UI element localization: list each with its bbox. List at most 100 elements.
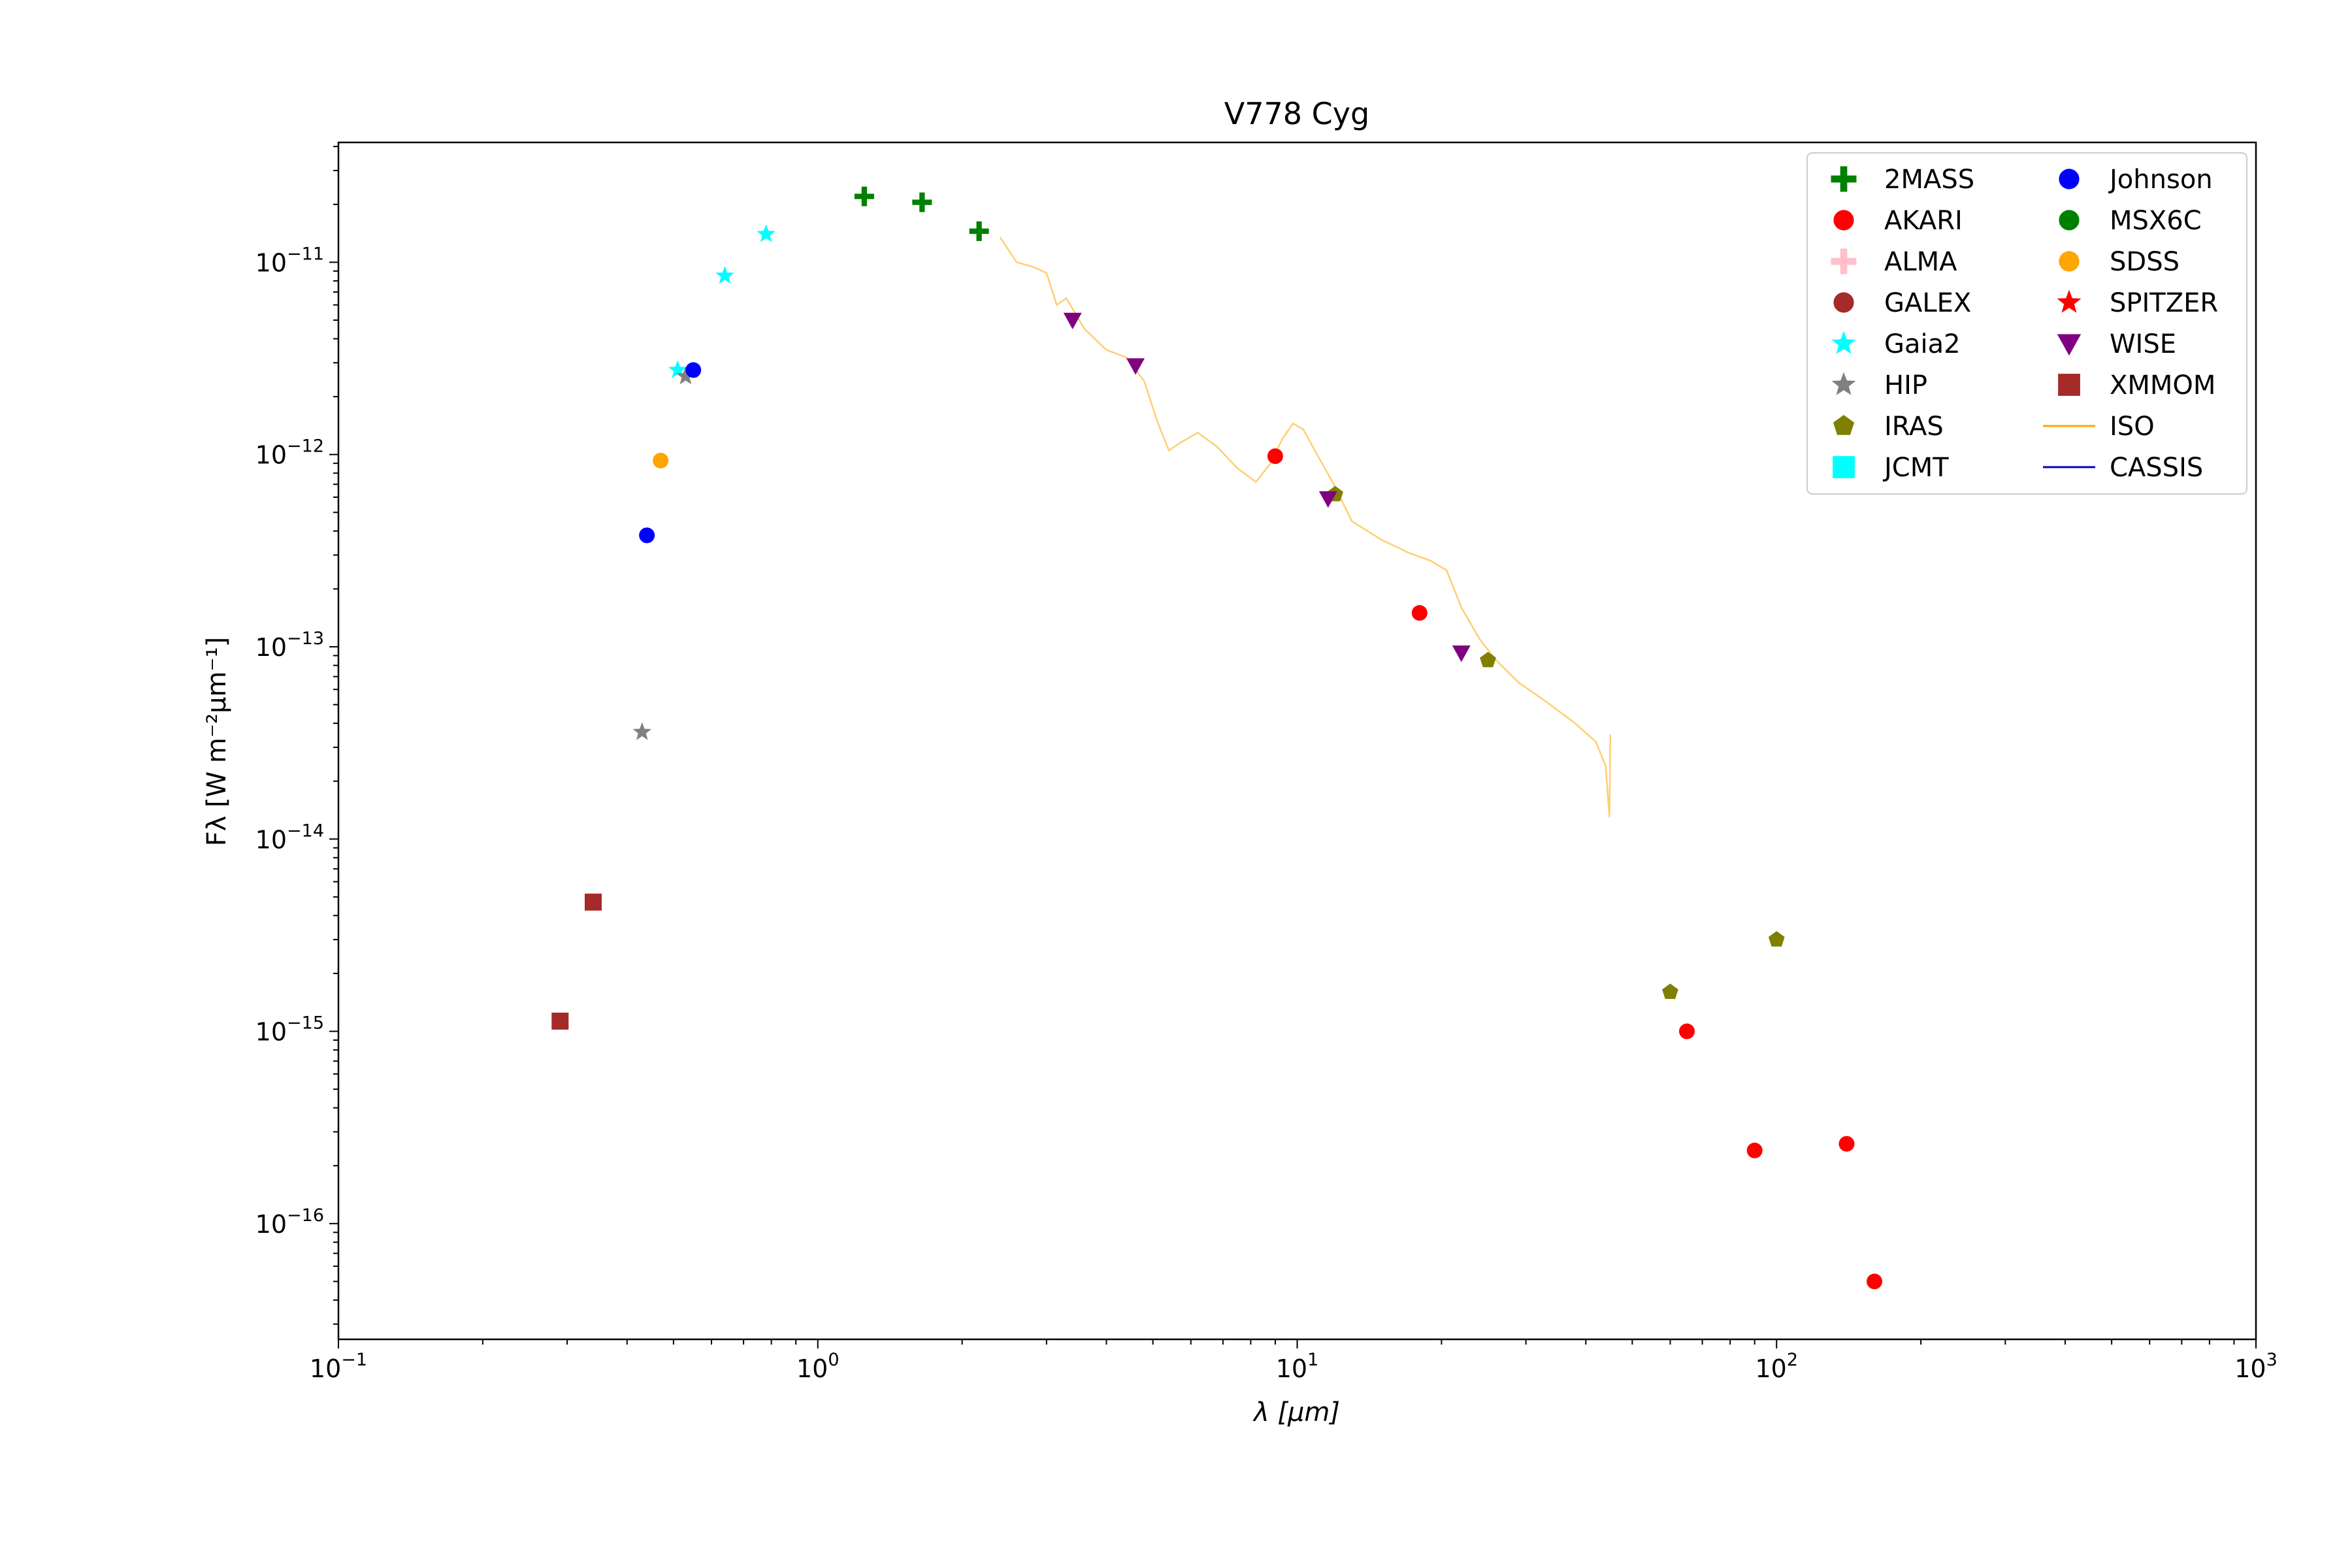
xmmom-point-1	[584, 893, 602, 911]
johnson-point-1	[685, 362, 702, 378]
2mass-point-0	[854, 186, 874, 206]
legend-item-alma: ALMA	[1831, 247, 1957, 277]
legend-item-johnson: Johnson	[2059, 165, 2213, 195]
legend-label: HIP	[1884, 370, 1927, 400]
legend-label: SDSS	[2110, 247, 2180, 277]
xmmom-point-0	[551, 1012, 569, 1030]
legend-item-iras: IRAS	[1833, 412, 1944, 442]
legend-swatch-galex-point-0	[1833, 292, 1854, 313]
iras-point-3	[1768, 931, 1785, 947]
gaia2-point-2	[757, 224, 776, 242]
legend-swatch-gaia2-point-0	[1831, 331, 1856, 354]
akari-point-4	[1838, 1135, 1855, 1152]
y-axis-label: Fλ [W m⁻²μm⁻¹]	[202, 637, 232, 847]
legend-box	[1806, 152, 2247, 495]
legend-label: SPITZER	[2110, 288, 2218, 318]
gaia2-series	[668, 224, 776, 378]
legend-item-galex: GALEX	[1833, 288, 1971, 318]
y-tick-label: 10−16	[255, 1205, 324, 1239]
legend-item-gaia2: Gaia2	[1831, 329, 1961, 359]
x-axis-ticks: 10−1 100 101 102 103	[310, 1339, 2278, 1383]
legend-label: Johnson	[2108, 165, 2213, 195]
x-tick-label: 100	[796, 1350, 840, 1383]
legend-item-xmmom: XMMOM	[2058, 370, 2215, 400]
iras-series	[1327, 485, 1785, 999]
y-tick-label: 10−15	[255, 1013, 324, 1047]
gaia2-point-1	[715, 266, 734, 284]
sdss-point-0	[653, 452, 669, 468]
legend-label: Gaia2	[1884, 329, 1961, 359]
legend-swatch-akari-point-0	[1833, 210, 1854, 231]
2mass-series	[854, 186, 989, 241]
akari-series	[1267, 448, 1883, 1290]
y-tick-label: 10−13	[255, 629, 324, 662]
gaia2-point-0	[668, 360, 687, 378]
iso-spectrum-line	[999, 237, 1612, 817]
legend-swatch-2mass-point-0	[1831, 166, 1857, 192]
legend-item-msx6c: MSX6C	[2059, 206, 2202, 236]
y-tick-label: 10−12	[255, 436, 324, 470]
legend-swatch-sdss-point-0	[2059, 251, 2080, 272]
akari-point-1	[1411, 605, 1428, 621]
legend-item-wise: WISE	[2057, 329, 2176, 359]
legend-item-iso: ISO	[2043, 412, 2155, 442]
2mass-point-2	[969, 221, 989, 241]
wise-point-3	[1452, 645, 1471, 662]
legend-item-jcmt: JCMT	[1833, 453, 1949, 483]
legend-item-spitzer: SPITZER	[2057, 288, 2218, 318]
akari-point-5	[1867, 1273, 1883, 1290]
sdss-series	[653, 452, 669, 468]
wise-point-0	[1063, 312, 1082, 329]
legend-swatch-msx6c-point-0	[2059, 210, 2080, 231]
legend-swatch-iras-point-0	[1833, 415, 1855, 435]
johnson-point-0	[639, 527, 655, 544]
2mass-point-1	[912, 192, 932, 212]
iras-point-1	[1480, 651, 1496, 668]
akari-point-0	[1267, 448, 1283, 465]
legend-label: JCMT	[1882, 453, 1949, 483]
hip-series	[632, 367, 695, 740]
legend-label: ALMA	[1884, 247, 1957, 277]
legend-swatch-alma-point-0	[1831, 248, 1857, 274]
akari-point-3	[1746, 1142, 1763, 1158]
chart-title: V778 Cyg	[1224, 96, 1369, 131]
iras-point-2	[1662, 983, 1678, 999]
y-tick-label: 10−14	[255, 821, 324, 854]
x-tick-label: 10−1	[310, 1350, 367, 1383]
y-tick-label: 10−11	[255, 244, 324, 277]
legend-swatch-xmmom-point-0	[2058, 374, 2080, 396]
legend-item-cassis: CASSIS	[2043, 453, 2203, 483]
legend-swatch-johnson-point-0	[2059, 169, 2080, 189]
wise-series	[1063, 312, 1471, 662]
legend-swatch-hip-point-0	[1831, 372, 1856, 395]
x-tick-label: 102	[1755, 1350, 1798, 1383]
legend-label: MSX6C	[2110, 206, 2202, 236]
legend-label: ISO	[2110, 412, 2155, 442]
johnson-series	[639, 362, 702, 544]
y-axis-ticks: 10−16 10−15 10−14 10−13 10−12 10−11	[255, 146, 338, 1325]
legend-label: WISE	[2110, 329, 2176, 359]
data-marks	[551, 186, 1883, 1290]
legend: 2MASS AKARI ALMA GALEX Gaia2 HIP IRAS JCMT Johns…	[1806, 152, 2247, 495]
legend-item-hip: HIP	[1831, 370, 1927, 400]
x-axis-label: λ [μm]	[1252, 1397, 1340, 1428]
hip-point-1	[676, 367, 695, 385]
hip-point-0	[632, 722, 652, 740]
legend-label: GALEX	[1884, 288, 1971, 318]
legend-label: XMMOM	[2110, 370, 2215, 400]
legend-item-2mass: 2MASS	[1831, 165, 1974, 195]
legend-item-sdss: SDSS	[2059, 247, 2180, 277]
wise-point-1	[1126, 358, 1145, 375]
wise-point-2	[1318, 491, 1337, 508]
legend-swatch-spitzer-point-0	[2057, 289, 2082, 313]
legend-label: 2MASS	[1884, 165, 1974, 195]
legend-item-akari: AKARI	[1833, 206, 1963, 236]
x-tick-label: 103	[2234, 1350, 2278, 1383]
xmmom-series	[551, 893, 602, 1030]
akari-point-2	[1678, 1023, 1695, 1039]
x-tick-label: 101	[1276, 1350, 1319, 1383]
legend-label: AKARI	[1884, 206, 1963, 236]
legend-label: IRAS	[1884, 412, 1944, 442]
legend-swatch-wise-point-0	[2057, 334, 2082, 356]
